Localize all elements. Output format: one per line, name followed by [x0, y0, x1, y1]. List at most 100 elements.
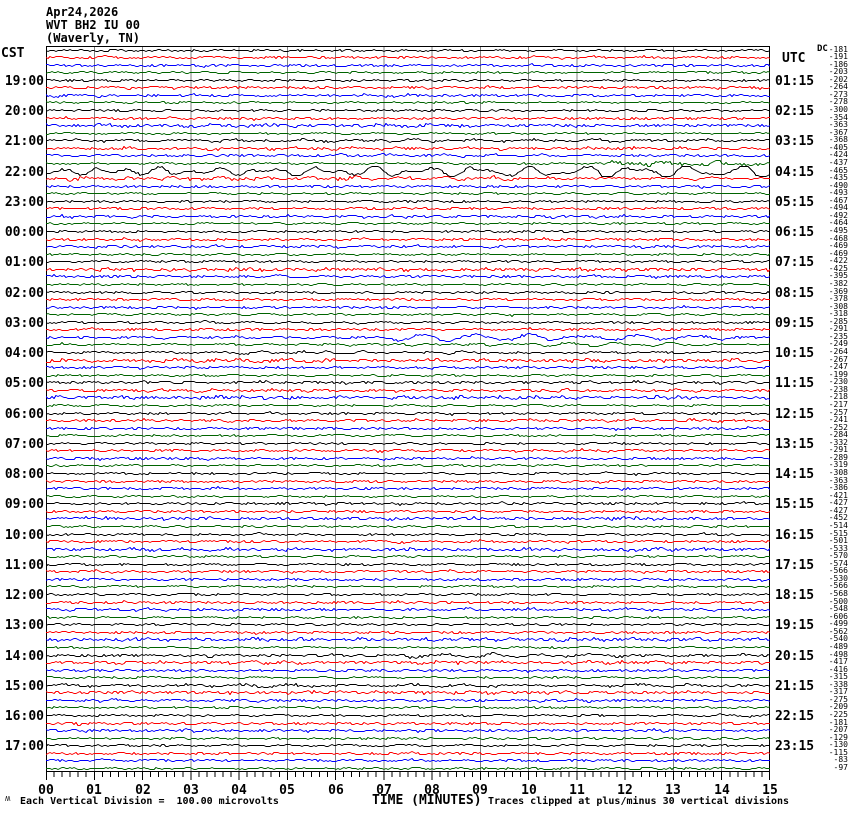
utc-hour-label: 10:15 [775, 346, 815, 361]
utc-hour-label: 04:15 [775, 165, 815, 180]
x-axis-tick-label: 05 [279, 783, 295, 798]
dc-offset-value: -574 [828, 559, 848, 568]
trace-row-58 [46, 485, 770, 492]
x-axis-tick-label: 15 [762, 783, 778, 798]
plot-border [46, 46, 770, 772]
utc-hour-label: 03:15 [775, 134, 815, 149]
trace-row-82 [46, 667, 770, 674]
dc-offset-value: -338 [828, 680, 848, 689]
trace-row-6 [46, 92, 770, 99]
cst-hour-label: 12:00 [4, 588, 44, 603]
trace-row-32 [46, 290, 770, 295]
trace-row-51 [46, 433, 770, 438]
trace-row-79 [46, 645, 770, 650]
dc-offset-value: -291 [828, 324, 848, 333]
utc-hour-label: 17:15 [775, 558, 815, 573]
dc-offset-value: -285 [828, 317, 848, 326]
cst-hour-label: 01:00 [4, 255, 44, 270]
dc-offset-value: -252 [828, 423, 848, 432]
trace-row-83 [46, 675, 770, 680]
dc-offset-value: -230 [828, 377, 848, 386]
trace-row-17 [46, 174, 770, 183]
left-timezone-label: CST [1, 46, 25, 61]
dc-offset-value: -530 [828, 574, 848, 583]
dc-offset-value: -308 [828, 302, 848, 311]
trace-row-5 [46, 84, 770, 91]
trace-row-69 [46, 568, 770, 575]
dc-offset-value: -363 [828, 120, 848, 129]
dc-offset-value: -395 [828, 271, 848, 280]
dc-offset-value: -264 [828, 82, 848, 91]
helicorder-plot [46, 46, 770, 780]
trace-row-67 [46, 554, 770, 559]
cst-hour-label: 21:00 [4, 134, 44, 149]
dc-offset-value: -427 [828, 506, 848, 515]
cst-hour-label: 04:00 [4, 346, 44, 361]
dc-offset-value: -249 [828, 339, 848, 348]
dc-offset-value: -421 [828, 491, 848, 500]
dc-offset-value: -382 [828, 279, 848, 288]
cst-hour-label: 15:00 [4, 679, 44, 694]
x-axis-tick-label: 06 [328, 783, 344, 798]
trace-row-62 [46, 515, 770, 522]
trace-row-68 [46, 562, 770, 567]
header-station: WVT BH2 IU 00 [46, 18, 140, 32]
dc-offset-value: -209 [828, 702, 848, 711]
dc-offset-value: -218 [828, 392, 848, 401]
trace-row-93 [46, 750, 770, 756]
cst-hour-label: 00:00 [4, 225, 44, 240]
scale-note: Each Vertical Division = 100.00 microvol… [20, 796, 279, 807]
utc-hour-label: 08:15 [775, 286, 815, 301]
dc-offset-value: -568 [828, 589, 848, 598]
trace-row-31 [46, 282, 770, 287]
dc-offset-value: -469 [828, 241, 848, 250]
dc-offset-value: -264 [828, 347, 848, 356]
trace-row-46 [46, 394, 770, 401]
x-axis-tick-label: 03 [183, 783, 199, 798]
dc-offset-value: -318 [828, 309, 848, 318]
dc-offset-value: -533 [828, 544, 848, 553]
dc-offset-value: -115 [828, 748, 848, 757]
cst-hour-label: 11:00 [4, 558, 44, 573]
trace-row-43 [46, 373, 770, 378]
trace-row-20 [46, 199, 770, 204]
dc-offset-value: -540 [828, 634, 848, 643]
trace-row-64 [46, 531, 770, 537]
utc-hour-label: 18:15 [775, 588, 815, 603]
dc-offset-value: -291 [828, 445, 848, 454]
dc-offset-value: -562 [828, 627, 848, 636]
trace-row-16 [46, 165, 770, 178]
trace-row-29 [46, 266, 770, 273]
trace-row-40 [46, 349, 770, 356]
dc-offset-value: -275 [828, 695, 848, 704]
trace-row-87 [46, 705, 770, 710]
trace-row-92 [46, 743, 770, 748]
utc-hour-label: 23:15 [775, 739, 815, 754]
trace-row-2 [46, 62, 770, 69]
dc-offset-value: -416 [828, 665, 848, 674]
dc-offset-value: -354 [828, 113, 848, 122]
cst-hour-label: 20:00 [4, 104, 44, 119]
dc-offset-value: -130 [828, 740, 848, 749]
cst-hour-label: 10:00 [4, 528, 44, 543]
trace-row-34 [46, 304, 770, 311]
trace-row-59 [46, 494, 770, 499]
trace-row-85 [46, 689, 770, 696]
trace-row-35 [46, 312, 770, 318]
dc-offset-value: -548 [828, 604, 848, 613]
trace-row-77 [46, 630, 770, 636]
dc-offset-value: -257 [828, 408, 848, 417]
dc-offset-value: -417 [828, 657, 848, 666]
dc-offset-value: -494 [828, 203, 848, 212]
trace-row-88 [46, 712, 770, 719]
utc-hour-label: 22:15 [775, 709, 815, 724]
trace-row-44 [46, 379, 770, 386]
trace-row-24 [46, 229, 770, 234]
dc-offset-value: -129 [828, 733, 848, 742]
dc-offset-value: -492 [828, 211, 848, 220]
dc-offset-value: -422 [828, 256, 848, 265]
trace-row-74 [46, 606, 770, 613]
trace-row-89 [46, 721, 770, 726]
watermark-mark: ʍ [5, 794, 11, 804]
